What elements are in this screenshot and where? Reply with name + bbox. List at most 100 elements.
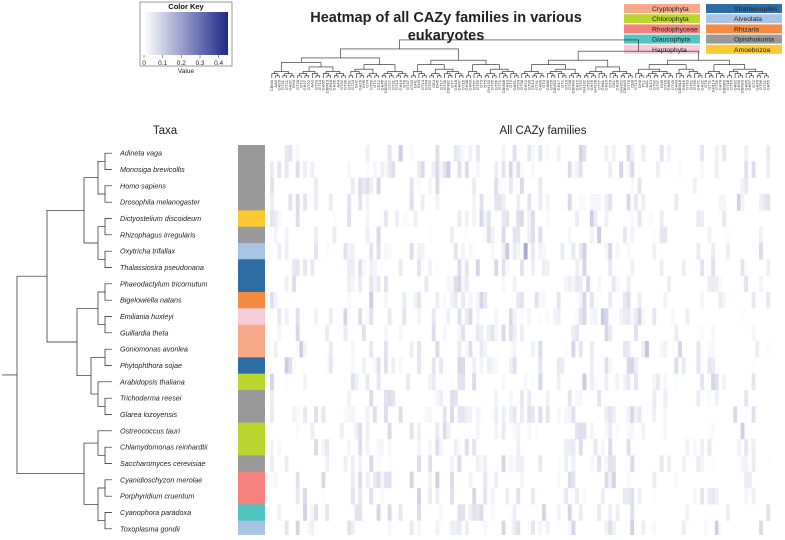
column-dendrogram-link [686,75,692,78]
heatmap-cell [556,145,561,162]
heatmap-cell [567,504,572,521]
column-label: GT35 [490,79,495,90]
heatmap-cell [589,226,594,244]
heatmap-cell [361,357,366,374]
heatmap-cell [358,422,363,440]
heatmap-cell [707,357,712,374]
column-label: AA3 [310,79,315,87]
heatmap-cell [295,406,300,423]
column-dendrogram-link [602,75,607,78]
heatmap-cell [483,210,488,227]
heatmap-cell [604,324,609,342]
legend-swatch [624,44,700,54]
heatmap-cell [457,308,462,325]
heatmap-cell [314,520,318,538]
column-label: GH78 [718,79,723,90]
heatmap-cell [490,324,495,342]
heatmap-cell [667,145,671,162]
heatmap-cell [608,455,613,472]
column-dendrogram-link [448,75,453,78]
heatmap-cell [457,406,462,423]
heatmap-cell [402,308,407,325]
column-label: CBM18 [677,79,682,93]
column-label: GH76 [589,79,594,90]
heatmap-cell [369,259,374,276]
column-label: GH55 [765,79,770,90]
group-bar-cell [238,324,265,342]
heatmap-cell [439,439,443,456]
heatmap-cell [442,324,447,342]
heatmap-cell [700,161,705,178]
heatmap-cell [358,308,363,325]
column-dendrogram-link [503,75,508,78]
heatmap-cell [314,308,318,325]
heatmap-cell [626,439,631,456]
group-bar-cell [238,275,265,293]
heatmap-cell [428,439,432,456]
heatmap-cell [402,210,407,227]
heatmap-cell [328,357,333,374]
heatmap-cell [468,504,473,521]
heatmap-cell [700,373,705,391]
heatmap-cell [538,357,543,374]
taxon-label: Porphyridium cruentum [120,492,194,501]
heatmap-cell [288,145,293,162]
column-label: GH16 [604,79,609,90]
heatmap-cell [409,520,414,538]
heatmap-cell [516,520,521,538]
heatmap-cell [700,292,705,309]
taxon-label: Emiliania huxleyi [120,312,174,321]
heatmap-cell [531,406,535,423]
heatmap-cell [641,341,646,358]
heatmap-cell [582,488,587,505]
heatmap-cell [593,308,598,325]
taxon-label: Adineta vaga [119,149,162,158]
heatmap-cell [508,161,513,178]
heatmap-cell [483,471,488,489]
heatmap-cell [659,210,664,227]
column-dendrogram-link [302,71,316,74]
heatmap-cell [711,243,716,260]
heatmap-cell [575,210,580,227]
taxon-label: Cyanidioschyzon merolae [120,475,202,484]
column-dendrogram-link [595,66,621,72]
heatmap-cell [387,145,392,162]
heatmap-cell [365,177,370,195]
heatmap-cell [306,520,311,538]
heatmap-cell [417,488,421,505]
heatmap-cell [608,504,613,521]
group-bar-cell [238,504,265,522]
column-label: GH152 [618,79,623,92]
heatmap-cell [332,226,337,244]
heatmap-cell [475,406,480,423]
heatmap-cell [740,259,745,276]
heatmap-cell [516,194,521,211]
heatmap-cell [512,422,517,440]
heatmap-cell [766,145,771,162]
legend-swatch [624,34,700,44]
heatmap-cell [372,406,377,423]
heatmap-cell [630,520,635,538]
heatmap-cell [512,504,517,521]
heatmap-cell [450,488,455,505]
heatmap-cell [369,488,374,505]
column-dendrogram-link [532,75,537,78]
column-dendrogram-link [315,75,320,78]
heatmap-cell [413,292,418,309]
heatmap-cell [512,145,517,162]
column-label: GH20 [754,79,759,90]
heatmap-cell [520,161,524,178]
heatmap-cell [457,145,462,162]
heatmap-cell [575,161,580,178]
column-label: GT66 [493,79,498,90]
heatmap-cell [354,373,359,391]
column-dendrogram-link [289,75,295,78]
column-dendrogram-link [431,73,440,76]
heatmap-cell [303,406,307,423]
heatmap-cell [343,243,348,260]
heatmap-cell [589,373,594,391]
column-label: GH2 [354,79,359,88]
heatmap-cell [700,439,705,456]
column-label: GT29 [663,79,668,90]
heatmap-cell [461,292,466,309]
